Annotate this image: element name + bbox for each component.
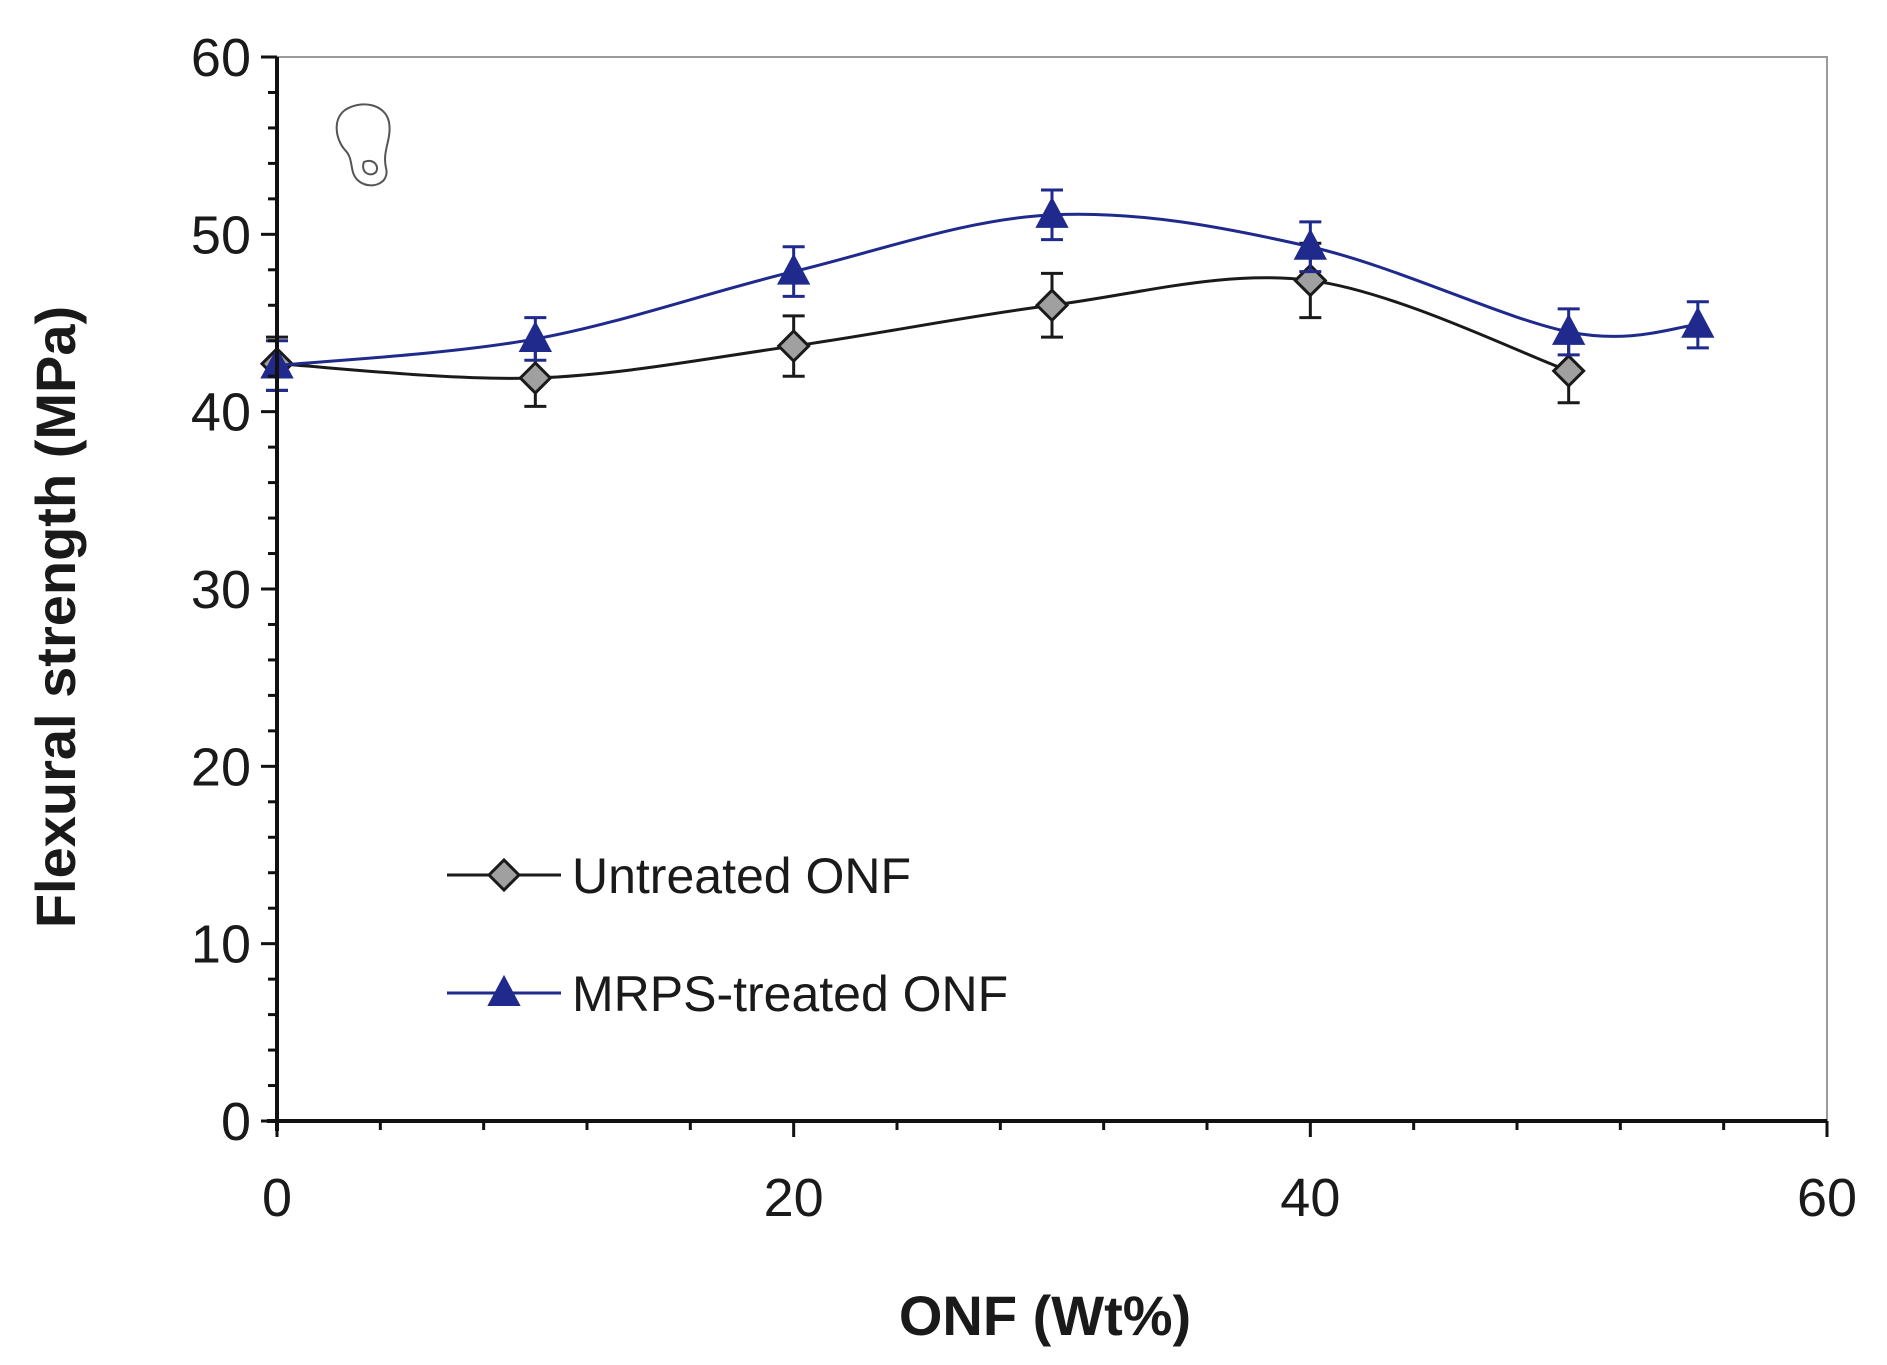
legend-label-mrps: MRPS-treated ONF <box>572 966 1008 1022</box>
y-tick-label: 0 <box>221 1092 251 1152</box>
small-logo-icon <box>335 103 391 187</box>
series-layer <box>259 188 1715 408</box>
y-axis-title: Flexural strength (MPa) <box>24 306 87 928</box>
x-tick-label: 40 <box>1280 1168 1340 1228</box>
data-point-mrps <box>518 320 553 352</box>
legend: Untreated ONF MRPS-treated ONF <box>447 848 1008 1022</box>
data-point-untreated <box>518 360 553 396</box>
data-point-untreated <box>1551 353 1586 389</box>
series-line-untreated <box>276 276 1570 380</box>
legend-marker-mrps <box>487 974 521 1006</box>
x-tick-label: 20 <box>764 1168 824 1228</box>
data-point-mrps <box>1035 196 1069 228</box>
y-tick-label: 50 <box>191 205 251 265</box>
y-tick-label: 40 <box>191 383 251 443</box>
axes-layer: 0 10 20 30 40 50 60 0 20 40 60 <box>191 28 1857 1228</box>
data-point-mrps <box>1551 313 1586 345</box>
legend-label-untreated: Untreated ONF <box>572 848 911 904</box>
data-point-untreated <box>776 328 811 364</box>
x-tick-label: 0 <box>262 1168 292 1228</box>
data-point-mrps <box>1293 228 1328 260</box>
data-point-mrps <box>776 253 811 285</box>
data-point-untreated <box>1034 288 1070 323</box>
series-line-mrps <box>276 212 1698 368</box>
y-tick-label: 20 <box>191 737 251 797</box>
y-tick-label: 10 <box>191 915 251 975</box>
data-point-mrps <box>1681 306 1715 338</box>
x-axis-title: ONF (Wt%) <box>899 1284 1191 1347</box>
y-tick-label: 60 <box>191 28 251 88</box>
y-tick-label: 30 <box>191 560 251 620</box>
legend-marker-untreated <box>486 857 522 893</box>
x-tick-label: 60 <box>1797 1168 1857 1228</box>
